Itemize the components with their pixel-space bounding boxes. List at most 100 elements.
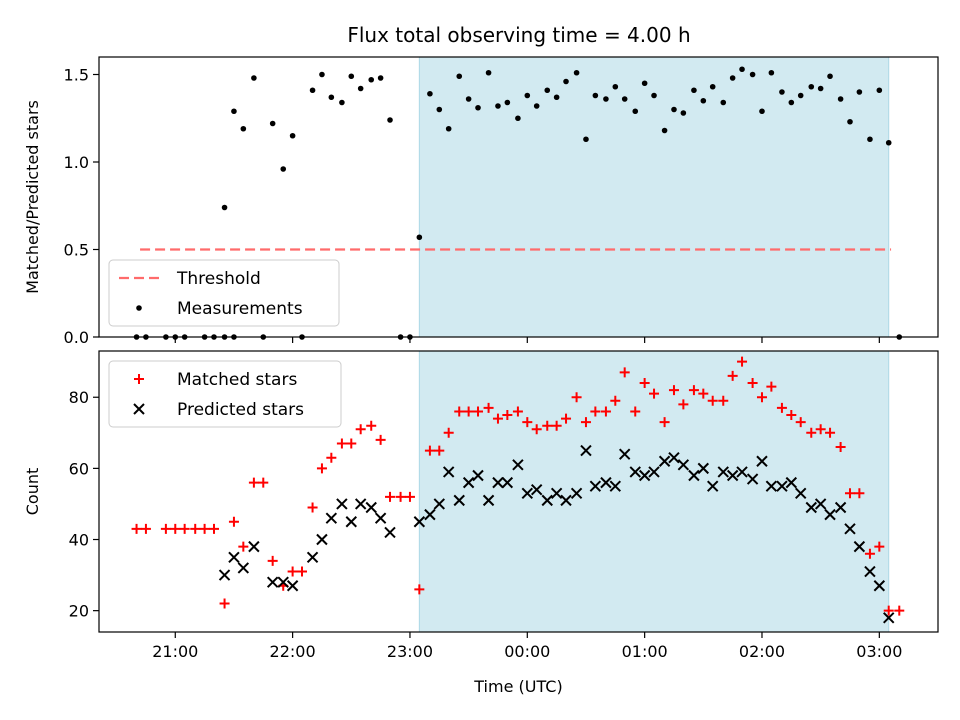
data-point <box>638 469 651 482</box>
data-point <box>443 427 454 438</box>
legend-label-measurements: Measurements <box>177 299 303 319</box>
data-point <box>867 136 873 143</box>
axes-frame <box>98 56 939 338</box>
data-point <box>453 494 465 507</box>
data-point <box>512 459 524 471</box>
data-point <box>726 469 739 482</box>
data-point <box>374 512 387 524</box>
data-point <box>824 508 836 521</box>
x-tick-label: 23:00 <box>387 642 433 661</box>
data-point <box>267 555 278 566</box>
data-point <box>387 117 393 123</box>
data-point <box>759 108 765 115</box>
data-point <box>395 491 406 502</box>
data-point <box>779 89 785 95</box>
data-point <box>756 455 768 467</box>
data-point <box>384 526 396 539</box>
data-point <box>345 516 357 528</box>
bottom-panel: 20 40 60 80 21:00 22:00 23:00 00:00 01:00 02:00 03… <box>23 350 939 696</box>
data-point <box>531 424 542 435</box>
x-tick-label: 03:00 <box>856 642 902 661</box>
data-point <box>707 395 718 406</box>
data-point <box>718 395 729 406</box>
data-point <box>609 480 622 492</box>
data-point <box>688 469 700 482</box>
data-point <box>385 491 396 502</box>
data-point <box>530 484 543 496</box>
data-point <box>424 508 436 521</box>
data-point <box>600 476 612 489</box>
data-point <box>560 494 572 507</box>
chart-title: Flux total observing time = 4.00 h <box>347 23 690 47</box>
data-point <box>504 99 511 106</box>
data-point <box>680 110 687 116</box>
data-point <box>287 566 298 577</box>
legend-box <box>108 259 340 327</box>
data-point <box>563 78 569 85</box>
x-axis-label: Time (UTC) <box>473 677 562 696</box>
data-point <box>854 488 865 499</box>
data-point <box>717 466 729 478</box>
data-point <box>590 406 601 417</box>
data-point <box>473 406 484 417</box>
data-point <box>580 444 592 457</box>
data-point <box>815 424 826 435</box>
data-point <box>885 139 892 146</box>
data-point <box>729 75 736 81</box>
legend: Threshold Measurements <box>108 259 340 327</box>
data-point <box>746 473 759 485</box>
data-point <box>589 480 602 492</box>
axes-frame <box>98 350 939 633</box>
data-point <box>795 417 806 428</box>
data-point <box>297 566 308 577</box>
data-point <box>475 104 481 111</box>
data-point <box>237 562 250 574</box>
data-point <box>844 523 856 535</box>
data-point <box>445 125 452 132</box>
data-point <box>277 576 289 588</box>
data-point <box>483 402 494 413</box>
y-tick-label: 0.5 <box>64 241 89 260</box>
data-point <box>336 498 348 510</box>
data-point <box>883 605 894 616</box>
data-point <box>306 551 319 564</box>
data-point <box>502 410 513 421</box>
data-point <box>756 392 767 403</box>
data-point <box>873 580 886 592</box>
data-point <box>541 494 553 507</box>
data-point <box>776 480 788 492</box>
data-point <box>413 516 426 528</box>
data-point <box>553 94 560 101</box>
data-point <box>492 413 503 424</box>
data-point <box>228 516 239 527</box>
data-point <box>240 125 247 132</box>
data-point <box>806 427 817 438</box>
data-point <box>583 136 589 143</box>
data-point <box>864 565 876 578</box>
x-tick-label: 02:00 <box>739 642 785 661</box>
legend-swatch-predicted <box>133 403 145 415</box>
data-point <box>658 455 671 467</box>
data-point <box>325 512 338 524</box>
y-tick-label: 1.0 <box>64 153 89 172</box>
data-point <box>834 501 847 514</box>
x-tick-label: 22:00 <box>270 642 316 661</box>
data-point <box>747 378 758 389</box>
data-point <box>208 523 219 534</box>
data-point <box>515 115 521 122</box>
legend-box <box>108 360 342 428</box>
data-point <box>307 502 318 513</box>
data-point <box>698 388 709 399</box>
data-point <box>600 406 611 417</box>
data-point <box>621 96 628 102</box>
data-point <box>876 87 883 94</box>
data-point <box>521 487 534 499</box>
data-point <box>883 612 895 624</box>
data-point <box>697 462 710 475</box>
legend: Matched stars Predicted stars <box>108 360 342 428</box>
data-point <box>551 420 562 431</box>
y-tick-label: 80 <box>69 388 89 407</box>
data-point <box>218 569 231 581</box>
data-point <box>825 427 836 438</box>
data-point <box>140 523 151 534</box>
